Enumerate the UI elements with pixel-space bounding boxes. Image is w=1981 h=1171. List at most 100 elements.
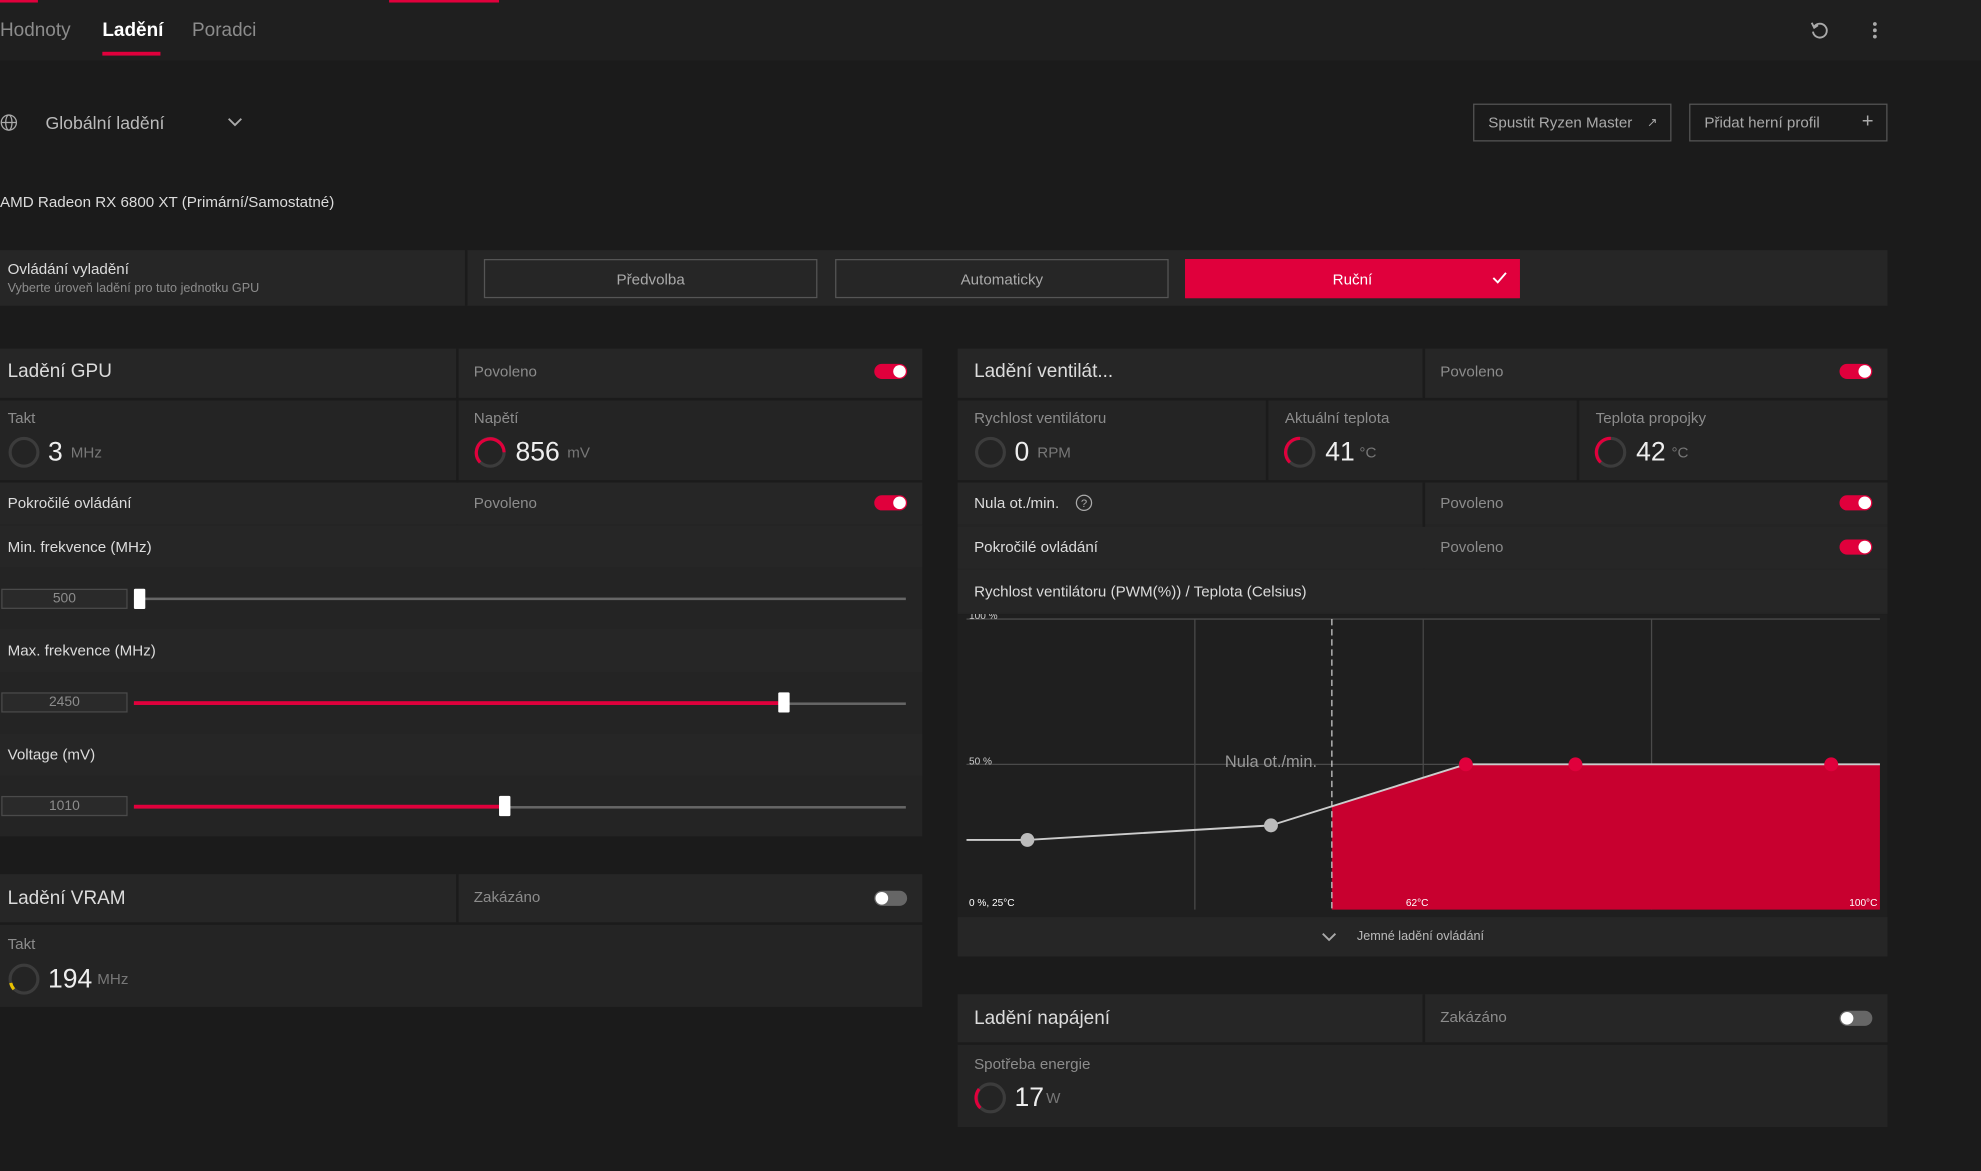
gauge (8, 436, 40, 468)
add-profile-button[interactable]: Přidat herní profil + (1689, 103, 1888, 142)
divider (1265, 400, 1269, 481)
status: Povoleno (1440, 493, 1504, 512)
divider (456, 348, 459, 525)
slider-knob[interactable] (778, 692, 790, 713)
slider-value[interactable]: 1010 (1, 795, 128, 817)
metric-unit: MHz (70, 443, 102, 462)
panel-header (0, 874, 923, 923)
toggle[interactable] (874, 890, 908, 906)
chevron[interactable] (1322, 931, 1337, 944)
toggle[interactable] (1839, 363, 1873, 380)
metric-label: Takt (7, 409, 36, 428)
label: Nula ot./min. (974, 493, 1060, 512)
slider-knob[interactable] (133, 588, 146, 609)
metric-unit: W (1046, 1089, 1061, 1107)
accent (0, 0, 38, 3)
metric-value: 3 (48, 437, 63, 467)
slider-knob[interactable] (499, 795, 511, 817)
divider (0, 480, 923, 483)
divider (957, 397, 1888, 401)
status: Povoleno (473, 362, 537, 381)
slider-label: Max. frekvence (MHz) (7, 641, 156, 660)
accent (389, 0, 500, 3)
curve-point (1568, 757, 1583, 772)
slider-track[interactable] (133, 806, 906, 809)
metric-value: 856 (515, 437, 560, 467)
status: Povoleno (473, 493, 537, 512)
reset-icon[interactable] (1809, 20, 1829, 40)
metric-unit: °C (1671, 443, 1689, 462)
slider-track[interactable] (133, 597, 906, 601)
panel-header (0, 348, 923, 398)
row (0, 734, 923, 776)
panel-title: Ladění VRAM (7, 887, 126, 910)
slider-label: Voltage (mV) (7, 745, 96, 764)
status: Povoleno (1440, 538, 1504, 556)
metric-label: Spotřeba energie (974, 1054, 1091, 1073)
button-label: Přidat herní profil (1704, 113, 1820, 132)
curve-point (1824, 757, 1839, 772)
divider (957, 480, 1888, 483)
top-bar (0, 0, 1981, 61)
profile-dropdown[interactable]: Globální ladění (45, 112, 165, 133)
tab-active[interactable]: Ladění (102, 19, 164, 42)
gauge (1594, 436, 1627, 468)
slider-value[interactable]: 2450 (1, 692, 128, 713)
origin-label: 0 %, 25°C (969, 898, 1015, 909)
row (957, 917, 1888, 957)
ryzen-button[interactable]: Spustit Ryzen Master ↗ (1473, 103, 1672, 142)
status: Zakázáno (473, 888, 541, 906)
option[interactable]: Automaticky (835, 258, 1169, 299)
toggle[interactable] (1839, 1010, 1873, 1026)
panel-title: Ladění ventilát... (974, 360, 1114, 383)
metric-unit: MHz (97, 970, 129, 988)
metric-unit: RPM (1037, 443, 1071, 462)
curve-point (1020, 832, 1035, 847)
toggle[interactable] (1839, 495, 1873, 511)
toggle[interactable] (1839, 539, 1873, 555)
help-icon[interactable]: ? (1075, 494, 1093, 512)
curve-area (1331, 764, 1880, 910)
row (0, 629, 923, 673)
icon: + (1861, 111, 1874, 133)
metric-label: Napětí (473, 409, 519, 428)
option-selected[interactable]: Ruční (1185, 258, 1520, 299)
row (0, 525, 923, 568)
divider (0, 922, 923, 925)
metric-unit: mV (567, 443, 591, 462)
svg-text:?: ? (1081, 498, 1087, 510)
metric-label: Takt (7, 934, 36, 953)
menu-icon[interactable] (1870, 20, 1880, 40)
slider-value[interactable]: 500 (1, 588, 128, 609)
divider (1422, 348, 1426, 398)
toggle[interactable] (874, 363, 908, 380)
gauge (474, 436, 506, 468)
slider-label: Min. frekvence (MHz) (7, 538, 152, 556)
fan-curve[interactable]: 100 % 50 % Nula ot./min. 0 %, 25°C 62°C 100°C (957, 614, 1888, 918)
divider (957, 1042, 1888, 1045)
label: Pokročilé ovládání (7, 493, 132, 512)
divider (1422, 482, 1426, 569)
gauge (8, 963, 40, 995)
chevron[interactable] (227, 116, 242, 129)
tab[interactable]: Hodnoty (0, 19, 71, 42)
divider (1576, 400, 1580, 481)
metric-unit: °C (1359, 443, 1377, 462)
slider-fill (133, 701, 779, 705)
fine-tune-link[interactable]: Jemné ladění ovládání (1356, 929, 1485, 944)
status: Zakázáno (1440, 1008, 1507, 1026)
option[interactable]: Předvolba (483, 258, 818, 299)
x-tick-label: 100°C (1849, 898, 1877, 909)
zero-rpm-label: Nula ot./min. (1225, 753, 1317, 771)
curve-point (1458, 757, 1473, 772)
chart-title: Rychlost ventilátoru (PWM(%)) / Teplota … (974, 582, 1307, 601)
tab[interactable]: Poradci (192, 19, 257, 42)
x-tick-label: 62°C (1406, 898, 1429, 909)
gauge (974, 1082, 1006, 1114)
metric-label: Teplota propojky (1595, 409, 1707, 428)
metric-value: 42 (1636, 437, 1666, 467)
toggle[interactable] (874, 495, 908, 511)
divider (456, 874, 459, 923)
